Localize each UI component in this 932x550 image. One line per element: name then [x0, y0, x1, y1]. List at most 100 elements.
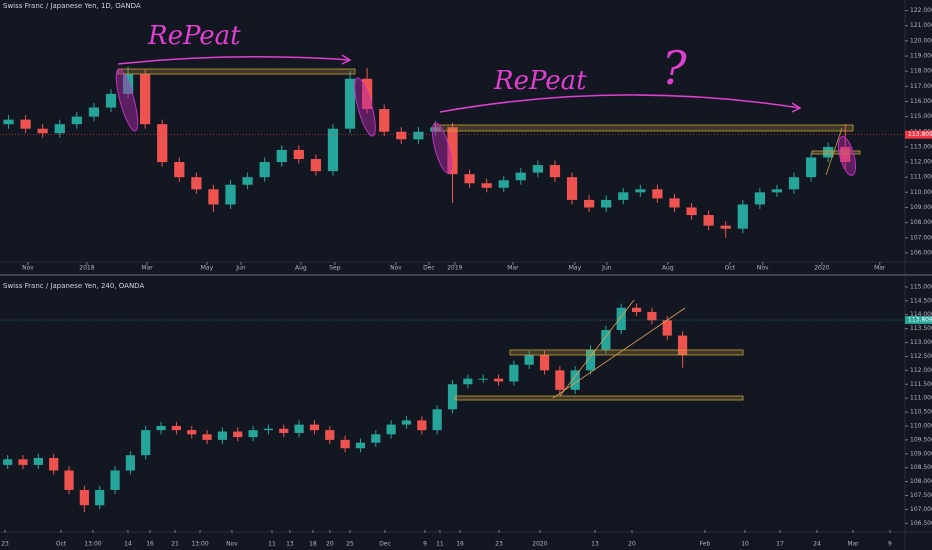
candle-body	[647, 311, 657, 321]
y-tick-label: 107.500	[910, 492, 932, 499]
candle-body	[49, 457, 59, 471]
candle-body	[515, 172, 526, 181]
trendline	[552, 307, 686, 399]
candle-body	[71, 116, 82, 125]
x-tick-label: 18	[309, 541, 317, 548]
trendline	[825, 127, 843, 176]
candle-body	[37, 128, 48, 134]
x-tick-label: May	[201, 265, 214, 272]
candle-body	[532, 165, 543, 173]
highlight	[431, 122, 453, 174]
candle-body	[498, 180, 509, 188]
candle-body	[601, 330, 611, 350]
y-tick-label: 111.000	[910, 395, 932, 402]
candle-body	[122, 74, 134, 94]
candle-body	[79, 489, 89, 506]
candle-body	[187, 430, 197, 435]
candle-body	[3, 119, 14, 125]
candle-body	[157, 124, 168, 163]
y-tick-label: 110.000	[910, 422, 932, 429]
candle-body	[242, 177, 253, 185]
candle-body	[208, 189, 219, 205]
candle-body	[417, 420, 427, 431]
x-tick-label: Oct	[56, 541, 67, 548]
candle-body	[616, 307, 626, 331]
candle-body	[233, 431, 243, 438]
x-tick-label: 21	[171, 541, 179, 548]
candle-body	[110, 470, 120, 490]
x-tick-label: 9	[423, 541, 427, 548]
y-tick-label: 113.500	[910, 325, 932, 332]
y-tick-label: 120.000	[910, 37, 932, 44]
x-tick-label: Jun	[235, 265, 246, 272]
y-tick-label: 109.500	[910, 436, 932, 443]
y-tick-label: 108.000	[910, 219, 932, 226]
candle-body	[140, 74, 151, 125]
y-tick-label: 111.000	[910, 174, 932, 181]
candle-body	[635, 189, 646, 193]
y-tick-label: 106.500	[910, 520, 932, 527]
x-tick-label: 13	[591, 541, 599, 548]
candle-body	[174, 162, 185, 178]
last-price-tag	[905, 130, 932, 139]
candle-body	[788, 177, 800, 190]
arrow	[117, 54, 352, 65]
x-tick-label: Dec	[423, 265, 435, 272]
candle-body	[601, 199, 612, 208]
candle-body	[524, 355, 534, 365]
candle-body	[840, 146, 851, 163]
zone	[434, 124, 854, 132]
y-tick-label: 110.000	[910, 189, 932, 196]
candle-body	[447, 384, 458, 410]
candle-body	[754, 192, 765, 205]
candle-body	[386, 424, 396, 435]
candle-body	[686, 207, 697, 216]
candle-body	[325, 430, 335, 440]
candle-body	[430, 127, 441, 132]
x-tick-label: 9	[888, 541, 892, 548]
candle-body	[33, 457, 43, 465]
candle-body	[263, 428, 274, 431]
y-tick-label: 119.000	[910, 53, 932, 60]
x-tick-label: Mar	[874, 265, 886, 272]
candle-body	[279, 428, 289, 433]
zone	[509, 349, 744, 356]
x-tick-label: Mar	[507, 265, 519, 272]
candle-body	[478, 378, 488, 380]
chart-title: Swiss Franc / Japanese Yen, 1D, OANDA	[3, 2, 141, 10]
last-price-label: 113.809	[908, 317, 932, 324]
x-tick-label: 20	[628, 541, 636, 548]
candle-body	[125, 455, 135, 471]
candle-body	[20, 119, 31, 129]
y-tick-label: 106.000	[910, 249, 932, 256]
candle-body	[294, 424, 304, 433]
last-price-tag	[905, 316, 932, 325]
candle-body	[202, 434, 212, 440]
highlight	[354, 77, 376, 137]
last-price-label: 113.809	[908, 131, 932, 138]
candle-body	[464, 174, 475, 184]
candle-body	[703, 215, 714, 226]
candle-body	[447, 127, 458, 175]
candle-body	[401, 420, 412, 425]
x-tick-label: 10	[741, 541, 749, 548]
y-tick-label: 112.000	[910, 367, 932, 374]
candle-body	[276, 149, 287, 163]
candle-body	[539, 355, 550, 371]
y-tick-label: 107.000	[910, 506, 932, 513]
y-tick-label: 121.000	[910, 22, 932, 29]
x-tick-label: Nov	[22, 265, 34, 272]
x-tick-label: Jun	[601, 265, 612, 272]
candle-body	[549, 165, 561, 178]
candle-body	[141, 430, 151, 456]
y-tick-label: 114.500	[910, 297, 932, 304]
x-tick-label: May	[569, 265, 582, 272]
x-tick-label: 23	[1, 541, 9, 548]
y-tick-label: 109.000	[910, 204, 932, 211]
x-tick-label: Aug	[662, 265, 674, 272]
x-tick-label: 20	[326, 541, 334, 548]
y-tick-label: 113.000	[910, 339, 932, 346]
x-tick-label: 11	[268, 541, 276, 548]
arrow	[439, 94, 802, 113]
zone	[117, 68, 356, 75]
